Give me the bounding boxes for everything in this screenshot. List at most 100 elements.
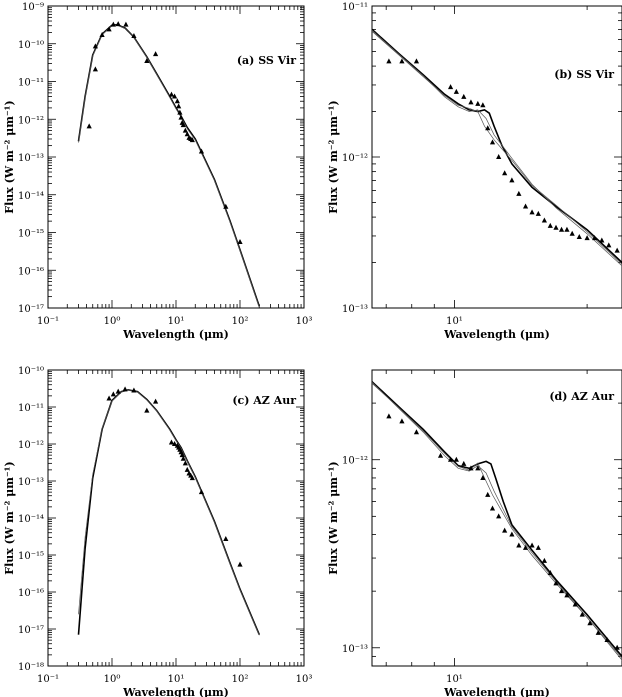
x-tick-label: 10¹ (446, 674, 463, 685)
x-tick-label: 10³ (296, 316, 313, 327)
data-point-triangle (529, 542, 535, 548)
data-point-triangle (198, 148, 205, 154)
y-tick-label: 10⁻¹² (18, 115, 44, 126)
data-point-triangle (569, 230, 575, 236)
y-tick-label: 10⁻¹² (342, 153, 368, 164)
data-point-triangle (496, 513, 502, 519)
y-tick-label: 10⁻¹¹ (18, 403, 44, 414)
data-point-triangle (468, 465, 474, 471)
data-point-triangle (502, 527, 508, 533)
data-point-triangle (92, 66, 98, 72)
data-point-triangle (453, 88, 459, 94)
data-point-triangle (592, 235, 598, 241)
data-point-triangle (509, 177, 515, 183)
x-axis-label: Wavelength (μm) (443, 686, 550, 697)
data-point-triangle (606, 242, 612, 248)
x-tick-label: 10⁰ (104, 316, 121, 327)
y-tick-label: 10⁻¹⁴ (18, 514, 44, 525)
y-tick-label: 10⁻¹⁸ (18, 662, 44, 673)
x-axis-label: Wavelength (μm) (443, 328, 550, 341)
x-tick-label: 10² (232, 316, 249, 327)
data-point-triangle (152, 51, 159, 57)
data-point-triangle (123, 21, 129, 27)
y-tick-label: 10⁻¹⁶ (18, 266, 44, 277)
data-point-triangle (179, 452, 185, 458)
data-point-triangle (386, 413, 392, 419)
data-point-triangle (485, 491, 491, 497)
panel-title: (b) SS Vir (554, 68, 614, 81)
model-curve-thin (372, 30, 622, 267)
y-tick-label: 10⁻⁹ (22, 2, 44, 13)
data-point-triangle (237, 561, 243, 567)
data-point-triangle (509, 531, 515, 537)
data-point-triangle (180, 455, 186, 461)
y-axis-label: Flux (W m⁻² μm⁻¹) (327, 100, 340, 213)
data-point-triangle (184, 466, 190, 472)
data-point-triangle (237, 239, 243, 245)
data-point-triangle (475, 465, 481, 471)
data-point-triangle (599, 237, 605, 243)
panel-title: (c) AZ Aur (232, 394, 296, 407)
data-point-triangle (489, 139, 496, 145)
plot-frame (371, 369, 622, 667)
data-point-triangle (176, 103, 182, 109)
data-point-triangle (152, 398, 159, 404)
data-point-triangle (168, 439, 175, 445)
data-point-triangle (558, 588, 565, 594)
data-point-triangle (496, 154, 502, 159)
data-point-triangle (547, 222, 553, 228)
x-tick-label: 10² (232, 674, 249, 685)
data-point-triangle (399, 418, 405, 424)
data-point-triangle (171, 441, 178, 446)
data-point-triangle (413, 429, 420, 435)
data-point-triangle (144, 57, 150, 63)
data-point-triangle (106, 395, 112, 401)
data-point-triangle (223, 203, 229, 209)
data-point-triangle (541, 557, 547, 563)
x-tick-label: 10⁻¹ (37, 674, 59, 685)
data-point-triangle (535, 210, 541, 216)
y-tick-label: 10⁻¹⁰ (18, 40, 44, 51)
data-point-triangle (86, 123, 92, 129)
data-point-triangle (614, 644, 620, 650)
x-axis-label: Wavelength (μm) (122, 328, 229, 341)
data-point-triangle (110, 391, 116, 397)
data-point-triangle (92, 43, 98, 49)
data-point-triangle (189, 475, 195, 481)
model-curve-thin (372, 31, 622, 265)
y-tick-label: 10⁻¹³ (342, 644, 368, 655)
data-point-triangle (144, 407, 150, 413)
data-point-triangle (553, 224, 559, 230)
panel-b: 10⁻¹³ 10⁻¹² 10⁻¹¹ 10¹ (b) SS Vir Wavelength (… (327, 2, 622, 341)
x-tick-label: 10¹ (168, 674, 185, 685)
y-tick-label: 10⁻¹⁷ (18, 304, 44, 315)
data-point-triangle (168, 91, 175, 97)
model-curve-thick (77, 23, 261, 307)
model-curve-thin (372, 383, 622, 659)
data-point-triangle (182, 127, 188, 133)
y-tick-label: 10⁻¹⁷ (18, 625, 44, 636)
y-tick-label: 10⁻¹¹ (342, 2, 368, 13)
data-point-triangle (595, 629, 601, 635)
data-point-triangle (110, 21, 116, 27)
y-tick-label: 10⁻¹⁵ (18, 551, 44, 562)
model-curve-thin (78, 24, 260, 308)
data-point-triangle (516, 542, 522, 548)
data-point-triangle (572, 601, 578, 607)
data-point-triangle (184, 131, 190, 137)
model-curve-thick (372, 28, 622, 264)
y-tick-label: 10⁻¹⁵ (18, 229, 44, 240)
y-tick-label: 10⁻¹⁰ (18, 366, 44, 377)
data-point-triangle (541, 217, 547, 223)
data-point-triangle (453, 456, 459, 462)
y-tick-label: 10⁻¹⁴ (18, 191, 44, 202)
model-curve-thick (77, 389, 261, 636)
data-point-triangle (480, 474, 486, 480)
data-point-triangle (522, 544, 529, 550)
data-point-triangle (480, 102, 486, 108)
data-point-triangle (489, 505, 496, 511)
panel-d: 10⁻¹³ 10⁻¹² 10¹ (d) AZ Aur Wavelength (μm) Fl… (327, 369, 622, 697)
x-tick-label: 10³ (296, 674, 313, 685)
data-point-triangle (386, 58, 392, 64)
